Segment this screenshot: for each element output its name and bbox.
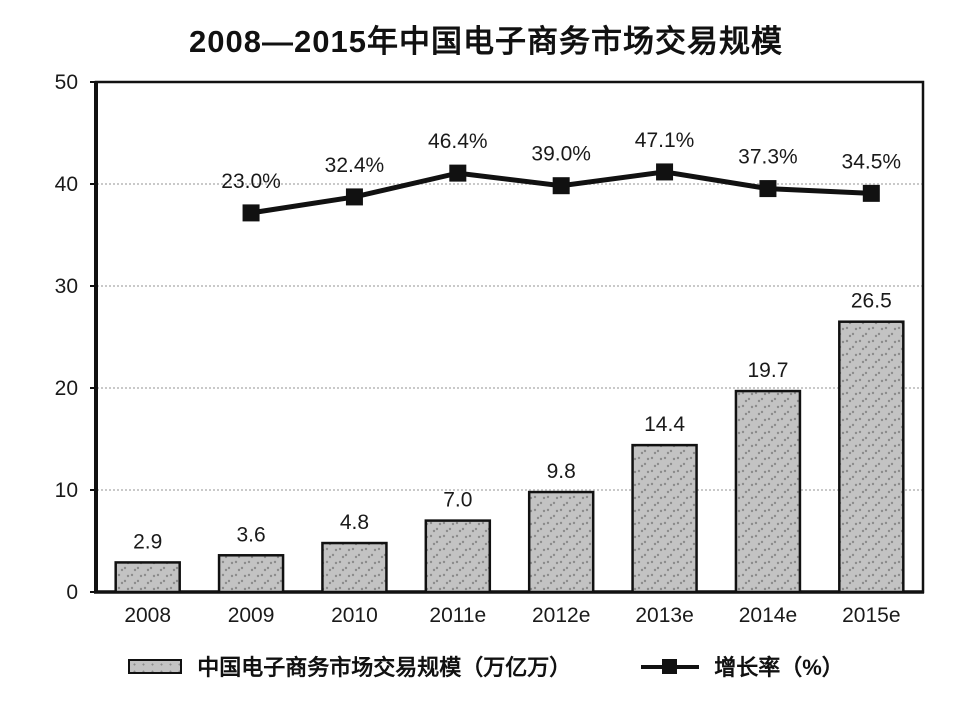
growth-rate-label-2009: 23.0%: [221, 170, 281, 193]
line-marker-2014e: [759, 180, 777, 198]
bar-2008: [114, 561, 181, 594]
bar-value-label-2015e: 26.5: [851, 290, 892, 313]
legend-item-growth-rate: 增长率（%）: [641, 650, 844, 682]
y-tick-label-10: 10: [55, 479, 78, 502]
x-tick-label-2008: 2008: [124, 604, 171, 627]
growth-rate-label-2015e: 34.5%: [842, 150, 902, 173]
line-marker-2010: [345, 188, 363, 206]
bar-2015e: [838, 320, 905, 594]
legend-item-transaction-scale: 中国电子商务市场交易规模（万亿万）: [128, 650, 571, 682]
bar-value-label-2014e: 19.7: [748, 359, 789, 382]
growth-rate-label-2014e: 37.3%: [738, 146, 798, 169]
line-marker-2009: [242, 204, 260, 222]
x-tick-label-2015e: 2015e: [842, 604, 900, 627]
line-marker-2012e: [552, 177, 570, 195]
bar-2013e: [631, 443, 698, 594]
y-tick-label-20: 20: [55, 377, 78, 400]
growth-rate-label-2012e: 39.0%: [531, 143, 591, 166]
chart-title: 2008—2015年中国电子商务市场交易规模: [189, 24, 783, 59]
bar-value-label-2008: 2.9: [133, 530, 162, 553]
bar-2010: [321, 541, 388, 594]
line-series-swatch-icon: [641, 657, 700, 676]
x-tick-label-2012e: 2012e: [532, 604, 590, 627]
bar-2011e: [424, 519, 492, 594]
line-marker-2015e: [862, 184, 880, 202]
y-tick-label-30: 30: [55, 275, 78, 298]
growth-rate-label-2010: 32.4%: [325, 154, 385, 177]
legend-label-growth-rate: 增长率（%）: [714, 655, 844, 680]
y-tick-label-40: 40: [55, 173, 78, 196]
bar-series-swatch-icon: [128, 658, 183, 674]
x-tick-label-2013e: 2013e: [635, 604, 693, 627]
line-marker-2011e: [449, 164, 467, 182]
x-tick-label-2014e: 2014e: [739, 604, 797, 627]
growth-rate-label-2011e: 46.4%: [428, 130, 488, 153]
bar-value-label-2011e: 7.0: [443, 489, 472, 512]
bar-value-label-2013e: 14.4: [644, 413, 685, 436]
y-tick-label-50: 50: [55, 71, 78, 94]
line-marker-2013e: [656, 163, 674, 181]
bar-value-label-2010: 4.8: [340, 511, 369, 534]
x-tick-label-2010: 2010: [331, 604, 378, 627]
bar-2014e: [734, 389, 802, 594]
growth-rate-label-2013e: 47.1%: [635, 129, 695, 152]
chart-legend: 中国电子商务市场交易规模（万亿万） 增长率（%）: [0, 650, 972, 682]
bar-value-label-2009: 3.6: [236, 523, 265, 546]
bar-value-label-2012e: 9.8: [547, 460, 576, 483]
x-tick-label-2011e: 2011e: [429, 604, 486, 627]
legend-label-transaction-scale: 中国电子商务市场交易规模（万亿万）: [197, 655, 572, 680]
bar-2009: [217, 554, 285, 594]
bar-2012e: [527, 490, 595, 594]
x-tick-label-2009: 2009: [228, 604, 275, 627]
y-tick-label-0: 0: [66, 581, 78, 604]
